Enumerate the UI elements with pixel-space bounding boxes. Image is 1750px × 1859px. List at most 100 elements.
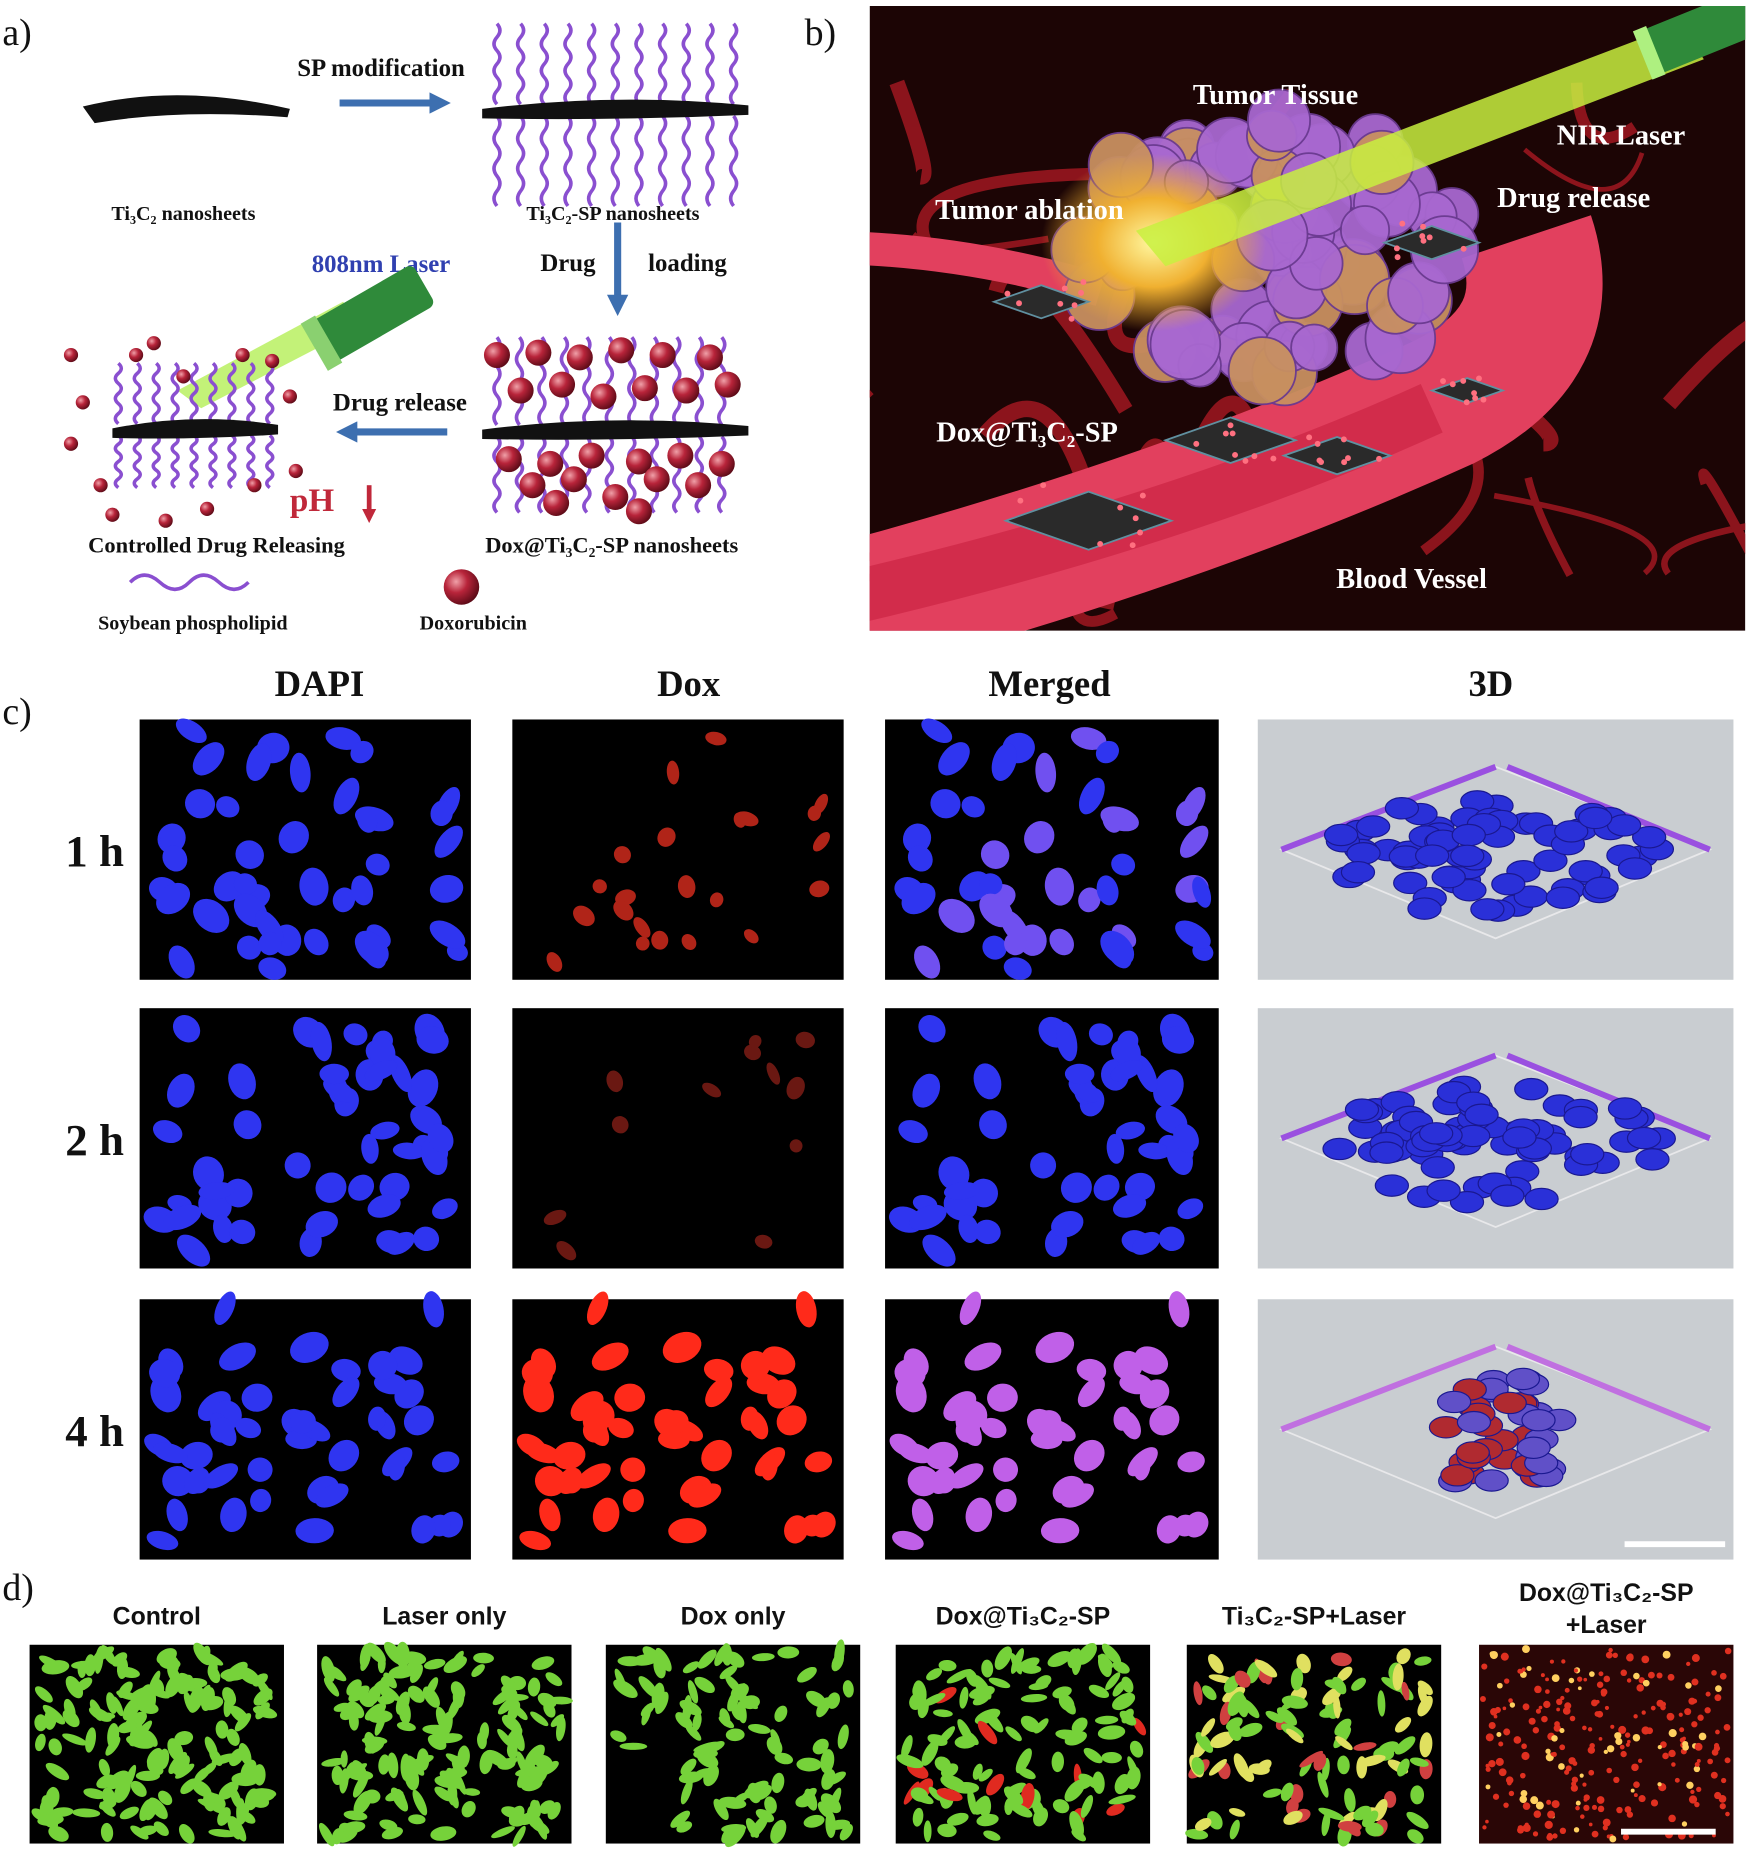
cell: [333, 777, 360, 815]
cell: [1078, 777, 1105, 815]
dead-cell: [1522, 1802, 1531, 1810]
cell: [666, 760, 680, 785]
drug-dot: [1318, 459, 1325, 465]
tumor-cell: [1246, 88, 1311, 153]
vessel-branch: [1493, 492, 1658, 576]
cell: [519, 1530, 551, 1551]
live-cell: [497, 1728, 514, 1748]
cell: [1003, 957, 1032, 980]
drug-dot: [1040, 482, 1047, 489]
dead-cell: [1528, 1717, 1536, 1725]
dead-cell: [1707, 1758, 1713, 1765]
phospholipid: [672, 336, 682, 426]
illustration: [869, 5, 1746, 631]
render-3d: [1257, 1008, 1734, 1269]
micrograph: [317, 1641, 573, 1847]
dead-cell: [1596, 1710, 1604, 1718]
drug-dot: [1129, 542, 1136, 549]
cell: [323, 1077, 355, 1103]
dead-cell: [1660, 1741, 1667, 1748]
dead-cell: [1526, 1665, 1532, 1672]
doxorubicin: [247, 478, 262, 493]
cell: [776, 1405, 807, 1436]
cell-3d: [1415, 844, 1450, 867]
dead-cell: [1626, 1678, 1632, 1683]
cell: [901, 882, 936, 915]
dead-cell: [1481, 1663, 1488, 1670]
cell: [152, 1120, 183, 1144]
nanosheet: [482, 99, 749, 120]
dead-cell: [1485, 1784, 1491, 1790]
laser-lens: [1632, 26, 1666, 80]
live-cell: [774, 1705, 788, 1722]
cell: [740, 1406, 759, 1431]
live-cell: [1417, 1680, 1433, 1696]
live-cell: [766, 1736, 783, 1756]
dead-cell: [1520, 1772, 1526, 1779]
micrograph: [139, 1291, 471, 1560]
dead-cell: [1622, 1833, 1630, 1841]
phospholipid: [113, 361, 124, 426]
drug-dot: [1306, 434, 1313, 441]
dead-cell: [1679, 1727, 1685, 1733]
live-cell: [1337, 1755, 1350, 1775]
cell: [925, 1441, 959, 1470]
nanosheets: [991, 220, 1506, 551]
live-cell: [492, 1688, 515, 1706]
cell: [351, 875, 374, 906]
live-cell: [764, 1796, 777, 1814]
live-cell: [39, 1797, 52, 1815]
live-cell: [986, 1773, 1005, 1796]
cell-3d: [1635, 1148, 1670, 1171]
live-cell: [537, 1692, 557, 1708]
phospholipid: [610, 114, 621, 208]
drug-dot: [1471, 390, 1478, 396]
dead-cell: [1546, 1799, 1552, 1805]
cell-3d: [1436, 1390, 1472, 1414]
live-cell: [1101, 1643, 1122, 1665]
cell: [290, 1331, 329, 1363]
live-cell: [1069, 1811, 1084, 1838]
dead-cell: [1533, 1810, 1542, 1818]
live-cell: [158, 1748, 170, 1770]
live-cell: [364, 1739, 385, 1754]
live-cell: [363, 1789, 381, 1804]
step-label: loading: [648, 250, 727, 277]
live-cell: [981, 1659, 994, 1678]
live-cell: [1191, 1757, 1205, 1775]
axis-edge: [1280, 1343, 1497, 1433]
cell: [233, 1110, 262, 1140]
dead-cell: [1559, 1744, 1566, 1751]
drug-dot: [1420, 237, 1427, 244]
live-cell: [96, 1774, 116, 1789]
cell: [356, 807, 378, 833]
cell: [394, 1379, 424, 1409]
live-cell: [745, 1818, 760, 1838]
live-cell: [928, 1786, 942, 1801]
doxorubicin: [708, 450, 735, 477]
dead-cell: [1694, 1742, 1703, 1751]
live-cell: [217, 1807, 231, 1826]
cell-3d: [1407, 897, 1442, 920]
cell: [633, 917, 651, 938]
cell: [1068, 1077, 1101, 1103]
vessel-lumen: [869, 384, 1443, 621]
dead-cell: [1588, 1822, 1593, 1827]
group-label: Dox@Ti₃C₂-SP: [1519, 1580, 1694, 1607]
live-cell: [921, 1740, 939, 1766]
dead-cell: [1561, 1659, 1566, 1664]
live-cell: [1132, 1717, 1147, 1736]
live-cell: [1059, 1693, 1076, 1715]
phospholipid: [610, 22, 621, 106]
doxorubicin: [176, 369, 191, 384]
cell: [980, 1417, 1007, 1439]
live-cell: [1033, 1807, 1049, 1827]
live-cell: [1207, 1811, 1223, 1830]
nanosheet: [1003, 490, 1175, 551]
dead-cell: [1595, 1699, 1600, 1704]
cell: [1139, 1379, 1170, 1409]
dead-cell: [1569, 1715, 1576, 1722]
cell: [804, 1451, 833, 1473]
cell: [949, 1463, 984, 1489]
cell: [651, 930, 669, 950]
